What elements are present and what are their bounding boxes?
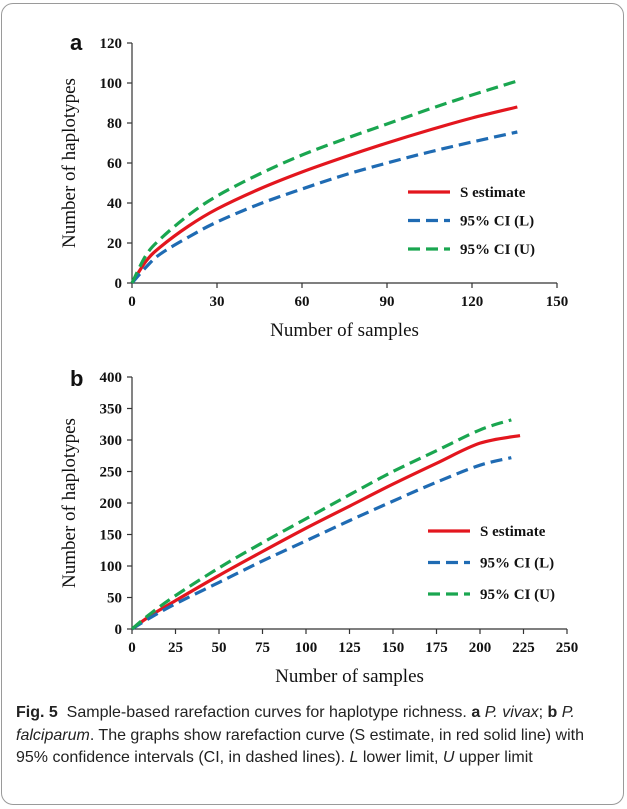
panel-a-legend-label: S estimate — [460, 185, 526, 201]
panel-a-x-tick-label: 30 — [210, 294, 225, 310]
panel-a-series-ci-lower-line — [130, 130, 518, 285]
panel-a-y-tick-label: 20 — [107, 236, 122, 252]
panel-a-x-tick-label: 90 — [380, 294, 395, 310]
panel-b-x-tick-label: 200 — [469, 640, 492, 656]
figure-frame — [1, 3, 624, 805]
panel-b-x-tick-label: 225 — [512, 640, 535, 656]
caption-l-text: lower limit, — [362, 749, 439, 766]
figure-caption: Fig. 5 Sample-based rarefaction curves f… — [16, 702, 616, 770]
caption-l-abbr: L — [349, 749, 359, 766]
panel-b-y-tick-label: 150 — [100, 528, 123, 544]
panel-b-series-s-estimate-line — [131, 434, 521, 631]
panel-a-y-tick-label: 40 — [107, 196, 122, 212]
panel-b-series-ci-upper-line — [130, 418, 512, 631]
panel-b-x-tick-label: 50 — [212, 640, 227, 656]
panel-b-legend-label: 95% CI (L) — [480, 556, 554, 572]
panel-b-label: b — [70, 366, 83, 391]
panel-b-y-tick-label: 250 — [100, 465, 123, 481]
caption-label-a: a — [471, 704, 481, 721]
panel-b-series-ci-lower-line — [131, 456, 512, 631]
panel-a-legend-label: 95% CI (L) — [460, 214, 534, 230]
panel-b-x-tick-label: 75 — [255, 640, 270, 656]
panel-a-label: a — [70, 30, 83, 55]
caption-u-text: upper limit — [458, 749, 533, 766]
panel-b-y-tick-label: 300 — [100, 433, 123, 449]
panel-a-y-tick-label: 80 — [107, 116, 122, 132]
caption-label-b: b — [547, 704, 558, 721]
caption-u-abbr: U — [442, 749, 455, 766]
caption-species-a: P. vivax — [484, 704, 539, 721]
panel-b-y-tick-label: 0 — [115, 622, 123, 638]
panel-a-y-tick-label: 0 — [115, 276, 123, 292]
panel-b-x-tick-label: 150 — [382, 640, 405, 656]
panel-a-y-tick-label: 60 — [107, 156, 122, 172]
panel-a-y-tick-label: 100 — [100, 76, 123, 92]
panel-a-x-axis-label: Number of samples — [270, 320, 419, 341]
caption-text-2: . The graphs show rarefaction curve (S e… — [16, 726, 584, 767]
panel-b-y-tick-label: 400 — [100, 370, 123, 386]
caption-text-1: Sample-based rarefaction curves for hapl… — [66, 704, 467, 721]
caption-separator: ; — [538, 704, 544, 721]
panel-b-legend-label: S estimate — [480, 524, 546, 540]
panel-b-x-tick-label: 100 — [295, 640, 318, 656]
panel-b-y-tick-label: 50 — [107, 591, 122, 607]
panel-b-x-axis-label: Number of samples — [275, 666, 424, 687]
panel-a-y-tick-label: 120 — [100, 36, 123, 52]
panel-b-legend-label: 95% CI (U) — [480, 587, 555, 603]
panel-b-y-tick-label: 200 — [100, 496, 123, 512]
panel-b-y-axis-label: Number of haplotypes — [59, 418, 80, 588]
panel-b-x-tick-label: 25 — [168, 640, 183, 656]
panel-a-series-s-estimate-line — [130, 105, 518, 284]
panel-b-y-tick-label: 350 — [100, 402, 123, 418]
panel-a-y-axis-label: Number of haplotypes — [59, 78, 80, 248]
caption-species-b: P. falciparum — [16, 704, 575, 744]
panel-a-legend-label: 95% CI (U) — [460, 242, 535, 258]
panel-b-x-tick-label: 125 — [338, 640, 361, 656]
caption-fig-label: Fig. 5 — [16, 704, 58, 721]
panel-a-x-tick-label: 120 — [461, 294, 484, 310]
panel-a-x-tick-label: 60 — [295, 294, 310, 310]
panel-a-x-tick-label: 0 — [128, 294, 136, 310]
panel-b-y-tick-label: 100 — [100, 559, 123, 575]
panel-b-x-tick-label: 175 — [425, 640, 448, 656]
panel-b-x-tick-label: 0 — [128, 640, 136, 656]
panel-b-x-tick-label: 250 — [556, 640, 579, 656]
panel-a-x-tick-label: 150 — [546, 294, 569, 310]
